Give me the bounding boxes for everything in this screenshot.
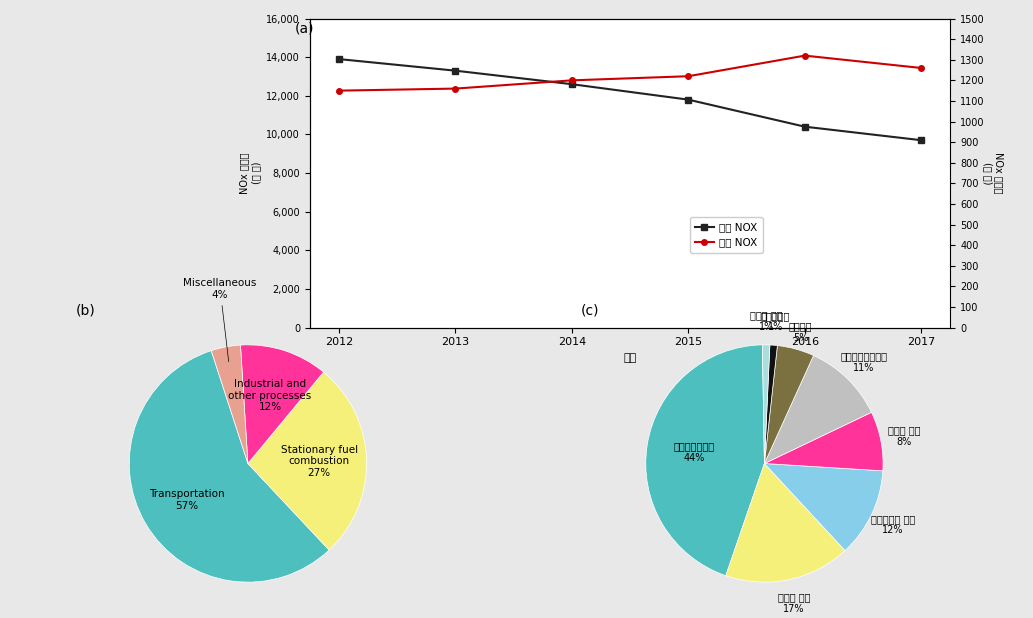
미국 NOX <box>566 80 578 88</box>
미국 NOX <box>449 67 462 74</box>
Text: Industrial and
other processes
12%: Industrial and other processes 12% <box>228 379 312 412</box>
Wedge shape <box>646 345 764 576</box>
한국 NOX <box>333 87 345 95</box>
Wedge shape <box>764 345 778 464</box>
Text: 에너지산업 연소
12%: 에너지산업 연소 12% <box>871 514 915 535</box>
Wedge shape <box>212 345 248 464</box>
Text: Miscellaneous
4%: Miscellaneous 4% <box>184 278 257 362</box>
한국 NOX <box>799 52 811 59</box>
Wedge shape <box>764 464 883 551</box>
미국 NOX <box>682 96 694 103</box>
Wedge shape <box>241 345 323 464</box>
한국 NOX <box>915 64 928 72</box>
미국 NOX <box>915 137 928 144</box>
Text: (c): (c) <box>581 303 599 317</box>
미국 NOX <box>333 56 345 63</box>
Wedge shape <box>248 372 367 550</box>
Text: 제조업 연소
17%: 제조업 연소 17% <box>778 592 810 614</box>
Wedge shape <box>764 412 883 471</box>
Text: 비산업 연소
8%: 비산업 연소 8% <box>888 426 920 447</box>
Line: 미국 NOX: 미국 NOX <box>336 56 925 143</box>
Text: 비도로이동오염원
11%: 비도로이동오염원 11% <box>841 351 887 373</box>
Text: Stationary fuel
combustion
27%: Stationary fuel combustion 27% <box>281 445 357 478</box>
Text: 폐기물처리
1%: 폐기물처리 1% <box>760 311 790 332</box>
Wedge shape <box>129 350 330 582</box>
한국 NOX <box>566 77 578 84</box>
Legend: 미국 NOX, 한국 NOX: 미국 NOX, 한국 NOX <box>690 217 762 253</box>
Text: 생산공정
5%: 생산공정 5% <box>789 321 812 343</box>
한국 NOX <box>682 72 694 80</box>
Text: (b): (b) <box>75 303 96 317</box>
미국 NOX <box>799 123 811 130</box>
Text: Transportation
57%: Transportation 57% <box>149 489 224 510</box>
Y-axis label: NOx 배출량
(만 톤): NOx 배출량 (만 톤) <box>982 152 1004 194</box>
Wedge shape <box>764 345 814 464</box>
Text: 생물성 연소
1%: 생물성 연소 1% <box>750 310 783 332</box>
Text: 도로이동오염원
44%: 도로이동오염원 44% <box>674 442 715 463</box>
Line: 한국 NOX: 한국 NOX <box>336 53 925 93</box>
한국 NOX <box>449 85 462 92</box>
Text: (a): (a) <box>294 22 314 36</box>
Y-axis label: NOx 배출량
(만 톤): NOx 배출량 (만 톤) <box>240 152 260 194</box>
Wedge shape <box>764 355 872 464</box>
X-axis label: 연도: 연도 <box>624 353 636 363</box>
Wedge shape <box>726 464 845 582</box>
Wedge shape <box>762 345 770 464</box>
